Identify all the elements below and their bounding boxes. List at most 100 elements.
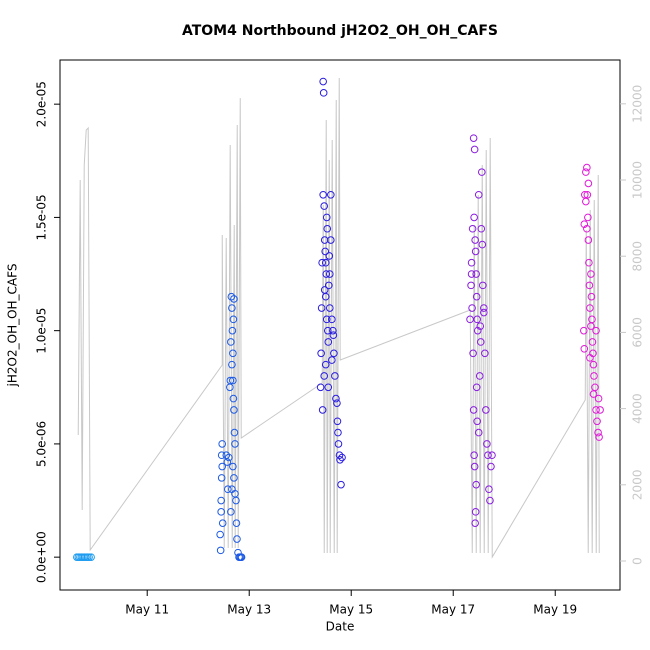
point bbox=[488, 451, 496, 460]
point bbox=[585, 258, 593, 267]
point bbox=[586, 354, 594, 362]
point bbox=[230, 474, 238, 482]
y2-tick-label: 2000 bbox=[631, 470, 645, 501]
point bbox=[230, 295, 238, 303]
point bbox=[480, 304, 488, 312]
point bbox=[216, 530, 224, 539]
point bbox=[321, 247, 330, 256]
point bbox=[480, 308, 488, 317]
point bbox=[228, 326, 237, 335]
point bbox=[237, 553, 246, 561]
point bbox=[231, 440, 239, 448]
point bbox=[589, 360, 598, 369]
y-tick-label: 1.5e-05 bbox=[35, 194, 49, 240]
point bbox=[485, 485, 493, 494]
point bbox=[233, 535, 241, 543]
point bbox=[470, 145, 479, 154]
point bbox=[325, 304, 334, 312]
point bbox=[593, 417, 601, 426]
point bbox=[225, 453, 233, 462]
point bbox=[218, 519, 227, 527]
point bbox=[477, 224, 486, 233]
point bbox=[486, 496, 494, 505]
point bbox=[484, 451, 492, 460]
point bbox=[216, 546, 225, 555]
point bbox=[217, 496, 225, 505]
point bbox=[217, 474, 226, 482]
y-tick-label: 0.0e+00 bbox=[35, 531, 49, 583]
point bbox=[317, 304, 326, 312]
point bbox=[474, 190, 483, 199]
point bbox=[325, 270, 334, 278]
point bbox=[472, 270, 480, 278]
plot-frame bbox=[59, 59, 621, 591]
point bbox=[471, 508, 480, 516]
point bbox=[471, 519, 479, 527]
point bbox=[318, 406, 327, 414]
point bbox=[466, 315, 474, 324]
point bbox=[590, 372, 598, 380]
y-axis-label: jH2O2_OH_OH_CAFS bbox=[6, 264, 20, 388]
point bbox=[218, 440, 226, 448]
point bbox=[475, 372, 484, 380]
point bbox=[319, 89, 328, 97]
point bbox=[580, 344, 589, 353]
point bbox=[321, 258, 330, 267]
point bbox=[232, 496, 240, 505]
point bbox=[473, 315, 481, 324]
point bbox=[585, 281, 594, 290]
y-tick-label: 1.0e-05 bbox=[35, 308, 49, 354]
point bbox=[227, 508, 235, 516]
point bbox=[232, 519, 241, 527]
point bbox=[334, 428, 342, 437]
point bbox=[584, 179, 593, 188]
point bbox=[469, 134, 478, 142]
point bbox=[335, 451, 344, 460]
point bbox=[327, 190, 335, 199]
point bbox=[472, 292, 481, 301]
y2-tick-label: 4000 bbox=[631, 393, 645, 424]
y2-tick-label: 10000 bbox=[631, 161, 645, 199]
point bbox=[320, 202, 328, 210]
point bbox=[229, 462, 237, 471]
point bbox=[589, 390, 598, 398]
point bbox=[582, 197, 590, 206]
x-tick-label: May 11 bbox=[125, 603, 169, 617]
point bbox=[330, 349, 338, 358]
point bbox=[322, 315, 331, 324]
point bbox=[586, 304, 594, 312]
point bbox=[333, 417, 342, 426]
point bbox=[587, 292, 596, 301]
point bbox=[217, 508, 225, 516]
point bbox=[323, 326, 332, 335]
point bbox=[329, 331, 338, 339]
point bbox=[230, 428, 239, 437]
point bbox=[226, 376, 235, 385]
point bbox=[474, 428, 483, 437]
point bbox=[336, 455, 344, 464]
point bbox=[588, 338, 597, 346]
point bbox=[579, 326, 588, 335]
point bbox=[228, 485, 236, 494]
point bbox=[470, 462, 479, 471]
point bbox=[229, 349, 237, 358]
point bbox=[596, 406, 604, 414]
point bbox=[319, 190, 327, 199]
chart-title: ATOM4 Northbound jH2O2_OH_OH_CAFS bbox=[182, 23, 498, 39]
point bbox=[230, 406, 238, 414]
point bbox=[594, 394, 603, 403]
point bbox=[318, 258, 326, 267]
point bbox=[592, 406, 600, 414]
point bbox=[471, 236, 479, 244]
point bbox=[469, 406, 478, 414]
point bbox=[583, 190, 592, 199]
y2-tick-label: 0 bbox=[631, 557, 645, 565]
point bbox=[319, 77, 327, 86]
point bbox=[483, 440, 491, 448]
point bbox=[472, 480, 480, 489]
point bbox=[218, 462, 226, 471]
point bbox=[583, 224, 591, 233]
point bbox=[473, 326, 482, 335]
x-axis-label: Date bbox=[326, 620, 355, 634]
y2-tick-label: 8000 bbox=[631, 241, 645, 272]
